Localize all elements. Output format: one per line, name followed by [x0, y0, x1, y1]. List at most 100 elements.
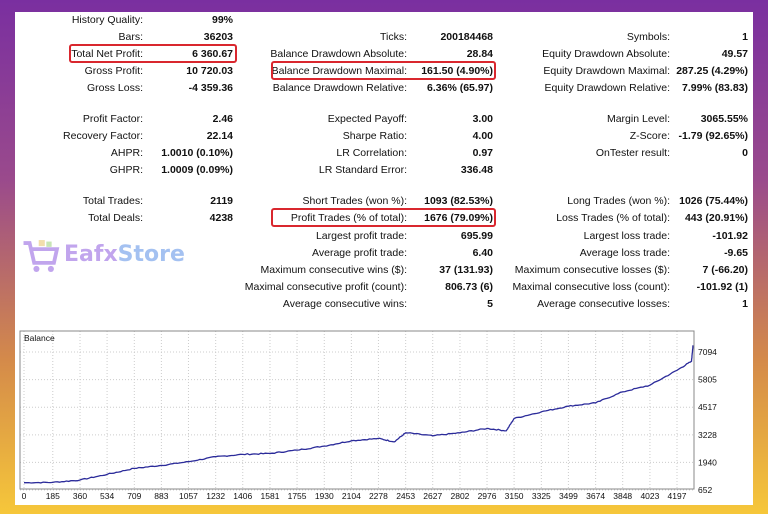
stat-value: 3.00: [472, 112, 493, 125]
y-tick-label: 3228: [698, 430, 717, 440]
x-tick-label: 185: [46, 491, 60, 501]
x-tick-label: 4023: [640, 491, 659, 501]
stat-label-wrap: Maximal consecutive profit (count):: [245, 281, 407, 293]
stat-value: 1: [742, 30, 748, 43]
stat-label: AHPR:: [110, 146, 143, 159]
stat-label-wrap: Average profit trade:: [272, 247, 407, 259]
stat-label-wrap: Loss Trades (% of total):: [500, 212, 670, 224]
stat-label-wrap: Total Trades:: [70, 195, 143, 207]
stat-value: -101.92 (1): [696, 280, 748, 293]
stat-cell: Sharpe Ratio: 4.00: [272, 127, 495, 144]
stat-label-wrap: Profit Factor:: [70, 113, 143, 125]
stat-value: 49.57: [721, 47, 748, 60]
stat-value: 3065.55%: [700, 112, 748, 125]
x-tick-label: 3848: [613, 491, 632, 501]
stat-value: 1.0009 (0.09%): [161, 163, 233, 176]
stat-label: Z-Score:: [629, 129, 670, 142]
stat-value: 22.14: [206, 129, 233, 142]
stat-cell: Largest loss trade: -101.92: [500, 227, 748, 244]
plot-border: [19, 330, 695, 490]
stat-label-wrap: Long Trades (won %):: [500, 195, 670, 207]
stat-label-wrap: Total Net Profit:: [70, 48, 143, 60]
x-tick-label: 4197: [668, 491, 687, 501]
stat-cell: Total Trades: 2119: [70, 192, 236, 209]
stat-label-wrap: History Quality:: [70, 14, 143, 26]
stat-value: 7 (-66.20): [702, 263, 748, 276]
stat-label: Maximal consecutive profit (count):: [244, 280, 407, 293]
stat-label-wrap: Expected Payoff:: [272, 113, 407, 125]
stat-value: 1676 (79.09%): [424, 211, 493, 224]
stat-value: 4238: [209, 211, 233, 224]
x-tick-label: 883: [154, 491, 168, 501]
stat-label: Average consecutive wins:: [282, 297, 407, 310]
stat-cell: Maximal consecutive profit (count): 806.7…: [245, 278, 495, 295]
stat-label-wrap: AHPR:: [70, 147, 143, 159]
stat-label-wrap: Balance Drawdown Absolute:: [270, 48, 407, 60]
stat-cell: Maximal consecutive loss (count): -101.92…: [500, 278, 748, 295]
stat-label: Maximum consecutive wins ($):: [260, 263, 407, 276]
stat-label-wrap: Gross Profit:: [70, 65, 143, 77]
stat-label: Ticks:: [379, 30, 407, 43]
stat-cell: Profit Trades (% of total): 1676 (79.09%): [271, 208, 496, 227]
stat-label: Largest loss trade:: [583, 229, 670, 242]
stat-label: Gross Loss:: [86, 81, 143, 94]
stats-row: Maximal consecutive profit (count): 806.7…: [0, 278, 768, 295]
stat-label-wrap: GHPR:: [70, 164, 143, 176]
stats-row: Recovery Factor: 22.14 Sharpe Ratio: 4.00 Z-…: [0, 127, 768, 144]
stat-label: Total Deals:: [88, 211, 143, 224]
stat-label-wrap: Z-Score:: [500, 130, 670, 142]
stat-value: 806.73 (6): [445, 280, 493, 293]
stat-label: Sharpe Ratio:: [342, 129, 407, 142]
stat-value: -1.79 (92.65%): [678, 129, 748, 142]
stat-value: 1.0010 (0.10%): [161, 146, 233, 159]
stats-row: Gross Loss: -4 359.36 Balance Drawdown Rel…: [0, 79, 768, 96]
stat-label: Balance Drawdown Maximal:: [271, 64, 407, 77]
stat-label-wrap: Maximum consecutive losses ($):: [500, 264, 670, 276]
stat-label: Margin Level:: [606, 112, 670, 125]
stat-value: 99%: [211, 13, 233, 26]
stat-label-wrap: Average consecutive wins:: [272, 298, 407, 310]
stat-label-wrap: Equity Drawdown Relative:: [500, 82, 670, 94]
stat-label-wrap: OnTester result:: [500, 147, 670, 159]
stats-row: History Quality: 99%: [0, 11, 768, 28]
stat-cell: Balance Drawdown Relative: 6.36% (65.97): [272, 79, 495, 96]
stat-label: Long Trades (won %):: [567, 194, 670, 207]
x-tick-label: 2802: [450, 491, 469, 501]
stat-value: 1026 (75.44%): [679, 194, 748, 207]
stat-label: Average consecutive losses:: [537, 297, 670, 310]
stat-value: 1093 (82.53%): [424, 194, 493, 207]
stat-value: 10 720.03: [186, 64, 233, 77]
stat-value: 6 360.67: [192, 47, 233, 60]
x-tick-label: 3499: [559, 491, 578, 501]
stat-label: Total Trades:: [82, 194, 143, 207]
stat-label-wrap: LR Standard Error:: [272, 164, 407, 176]
stat-cell: Recovery Factor: 22.14: [63, 127, 236, 144]
stat-label-wrap: Balance Drawdown Maximal:: [272, 65, 407, 77]
x-tick-label: 1406: [233, 491, 252, 501]
x-tick-label: 709: [127, 491, 141, 501]
stat-cell: AHPR: 1.0010 (0.10%): [70, 144, 236, 161]
stats-row: AHPR: 1.0010 (0.10%) LR Correlation: 0.97 On…: [0, 144, 768, 161]
stat-cell: Equity Drawdown Relative: 7.99% (83.83): [500, 79, 748, 96]
stat-cell: Z-Score: -1.79 (92.65%): [500, 127, 748, 144]
stat-label-wrap: LR Correlation:: [272, 147, 407, 159]
stat-label-wrap: Balance Drawdown Relative:: [272, 82, 407, 94]
plot-frame: [19, 330, 695, 490]
stat-value: 2.46: [212, 112, 233, 125]
stat-value: 1: [742, 297, 748, 310]
stat-value: 287.25 (4.29%): [676, 64, 748, 77]
stat-cell: Average consecutive losses: 1: [500, 295, 748, 312]
stats-row: Bars: 36203 Ticks: 200184468 Symbols: 1: [0, 28, 768, 45]
stat-label: Equity Drawdown Relative:: [544, 81, 670, 94]
stat-value: -4 359.36: [188, 81, 233, 94]
stat-value: 0.97: [472, 146, 493, 159]
stat-value: 695.99: [460, 229, 493, 242]
stat-label-wrap: Sharpe Ratio:: [272, 130, 407, 142]
stat-label: Equity Drawdown Absolute:: [542, 47, 670, 60]
stat-label-wrap: Symbols:: [500, 31, 670, 43]
stat-value: 0: [742, 146, 748, 159]
stat-label: Profit Factor:: [82, 112, 143, 125]
stat-cell: OnTester result: 0: [500, 144, 748, 161]
x-tick-label: 534: [100, 491, 114, 501]
stat-cell: Total Deals: 4238: [70, 209, 236, 226]
